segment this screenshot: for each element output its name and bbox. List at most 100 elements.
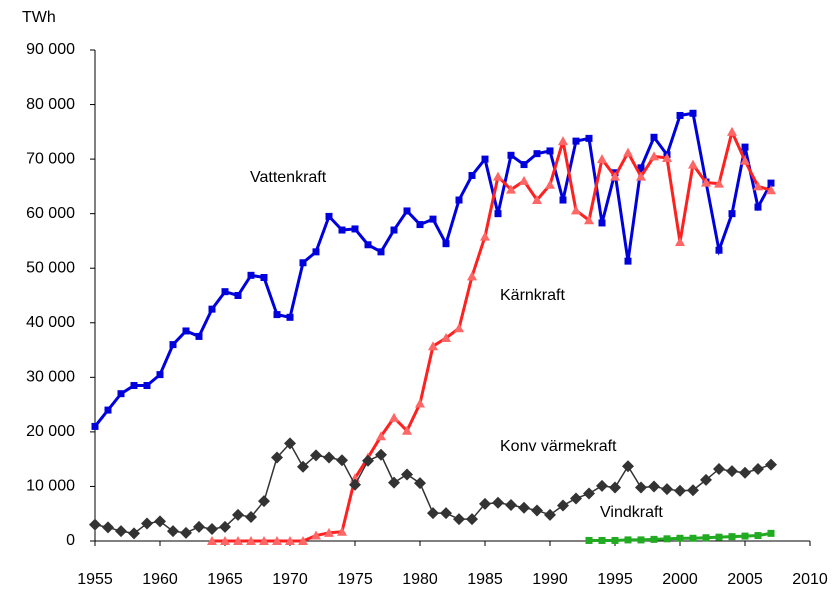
marker bbox=[663, 535, 671, 543]
marker bbox=[714, 178, 724, 188]
marker bbox=[584, 215, 594, 225]
marker bbox=[156, 371, 164, 379]
series-label: Vindkraft bbox=[600, 504, 663, 521]
marker bbox=[636, 171, 646, 181]
marker bbox=[232, 508, 244, 521]
marker bbox=[481, 155, 489, 163]
x-tick-label: 1975 bbox=[337, 571, 373, 588]
marker bbox=[767, 529, 775, 537]
marker bbox=[258, 495, 270, 508]
marker bbox=[557, 499, 569, 512]
marker bbox=[247, 271, 255, 279]
marker bbox=[246, 536, 256, 545]
marker bbox=[128, 527, 140, 540]
marker bbox=[453, 513, 465, 526]
marker bbox=[271, 451, 283, 464]
marker bbox=[754, 203, 762, 211]
marker bbox=[117, 390, 125, 398]
marker bbox=[650, 133, 658, 141]
marker bbox=[141, 517, 153, 530]
marker bbox=[689, 109, 697, 117]
marker bbox=[259, 536, 269, 545]
x-tick-label: 1965 bbox=[207, 571, 243, 588]
marker bbox=[429, 215, 437, 223]
marker bbox=[635, 481, 647, 494]
marker bbox=[455, 196, 463, 204]
marker bbox=[180, 526, 192, 539]
marker bbox=[428, 341, 438, 351]
y-axis-label: TWh bbox=[22, 9, 56, 26]
marker bbox=[702, 534, 710, 542]
marker bbox=[403, 207, 411, 215]
marker bbox=[493, 171, 503, 181]
marker bbox=[323, 451, 335, 464]
marker bbox=[611, 536, 619, 544]
marker bbox=[402, 425, 412, 435]
marker bbox=[388, 476, 400, 489]
marker bbox=[545, 179, 555, 189]
marker bbox=[362, 454, 374, 467]
marker bbox=[299, 259, 307, 267]
marker bbox=[325, 212, 333, 220]
marker bbox=[390, 226, 398, 234]
marker bbox=[726, 465, 738, 478]
y-tick-label: 10 000 bbox=[26, 478, 75, 495]
marker bbox=[648, 480, 660, 493]
marker bbox=[715, 246, 723, 254]
marker bbox=[532, 195, 542, 205]
marker bbox=[389, 412, 399, 422]
marker bbox=[596, 479, 608, 492]
marker bbox=[297, 460, 309, 473]
marker bbox=[375, 448, 387, 461]
marker bbox=[310, 449, 322, 462]
marker bbox=[661, 483, 673, 496]
x-tick-label: 1970 bbox=[272, 571, 308, 588]
y-tick-label: 40 000 bbox=[26, 314, 75, 331]
marker bbox=[520, 161, 528, 169]
marker bbox=[687, 484, 699, 497]
marker bbox=[754, 532, 762, 540]
marker bbox=[676, 534, 684, 542]
marker bbox=[740, 155, 750, 165]
marker bbox=[570, 492, 582, 505]
marker bbox=[649, 151, 659, 161]
marker bbox=[351, 225, 359, 233]
x-tick-label: 2000 bbox=[662, 571, 698, 588]
marker bbox=[650, 535, 658, 543]
marker bbox=[207, 536, 217, 545]
marker bbox=[466, 513, 478, 526]
marker bbox=[427, 507, 439, 520]
marker bbox=[245, 510, 257, 523]
marker bbox=[674, 484, 686, 497]
marker bbox=[221, 288, 229, 296]
marker bbox=[637, 536, 645, 544]
marker bbox=[467, 271, 477, 281]
series-label: Konv värmekraft bbox=[500, 438, 617, 455]
marker bbox=[234, 292, 242, 299]
series-label: Vattenkraft bbox=[250, 169, 327, 186]
marker bbox=[468, 171, 476, 179]
marker bbox=[338, 226, 346, 234]
marker bbox=[727, 126, 737, 136]
marker bbox=[273, 311, 281, 319]
marker bbox=[585, 536, 593, 544]
marker bbox=[91, 422, 99, 430]
marker bbox=[598, 536, 606, 544]
marker bbox=[441, 333, 451, 343]
marker bbox=[767, 179, 775, 187]
marker bbox=[376, 431, 386, 441]
marker bbox=[518, 501, 530, 514]
marker bbox=[739, 466, 751, 479]
marker bbox=[610, 171, 620, 181]
x-tick-label: 2010 bbox=[792, 571, 828, 588]
marker bbox=[531, 504, 543, 517]
marker bbox=[597, 154, 607, 164]
marker bbox=[637, 164, 645, 172]
marker bbox=[571, 205, 581, 215]
series-line bbox=[212, 127, 772, 543]
marker bbox=[104, 406, 112, 414]
marker bbox=[558, 136, 568, 146]
marker bbox=[494, 210, 502, 218]
marker bbox=[337, 526, 347, 536]
marker bbox=[741, 532, 749, 540]
